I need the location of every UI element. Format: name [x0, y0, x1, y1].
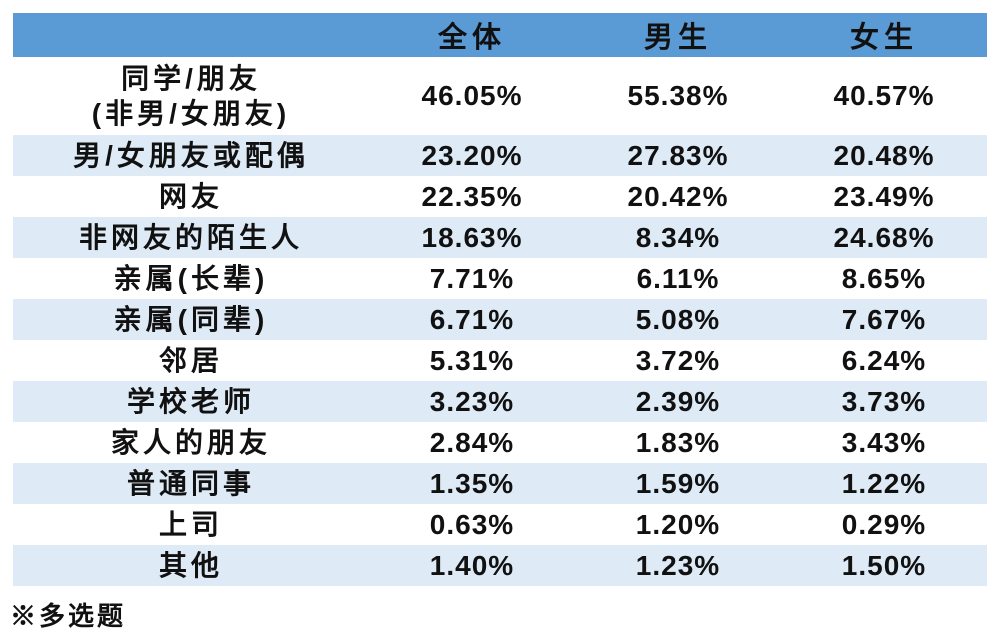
table-row: 家人的朋友 2.84% 1.83% 3.43%	[13, 422, 987, 463]
header-cell-male: 男生	[643, 22, 712, 54]
value-cell: 7.67%	[841, 303, 927, 335]
value-cell: 55.38%	[627, 80, 729, 111]
table-row: 其他 1.40% 1.23% 1.50%	[13, 545, 987, 586]
header-cell-total: 全体	[437, 22, 506, 54]
value-cell: 23.49%	[833, 180, 935, 212]
value-cell: 3.72%	[635, 344, 721, 376]
row-label: 男/女朋友或配偶	[73, 140, 309, 171]
value-cell: 18.63%	[421, 221, 523, 253]
value-cell: 27.83%	[627, 139, 729, 171]
value-cell: 2.84%	[429, 426, 515, 458]
row-label: 非网友的陌生人	[78, 222, 303, 253]
value-cell: 20.48%	[833, 139, 935, 171]
value-cell: 24.68%	[833, 221, 935, 253]
header-row: 全体 男生 女生	[13, 13, 987, 57]
value-cell: 20.42%	[627, 180, 729, 212]
value-cell: 1.83%	[635, 426, 721, 458]
row-label: 邻居	[158, 345, 223, 376]
table-row: 学校老师 3.23% 2.39% 3.73%	[13, 381, 987, 422]
table-row: 非网友的陌生人 18.63% 8.34% 24.68%	[13, 217, 987, 258]
value-cell: 1.20%	[635, 508, 721, 540]
value-cell: 8.65%	[841, 262, 927, 294]
value-cell: 6.24%	[841, 344, 927, 376]
value-cell: 1.59%	[635, 467, 721, 499]
value-cell: 23.20%	[421, 139, 523, 171]
row-label: 家人的朋友	[110, 427, 271, 458]
row-label: 上司	[158, 509, 223, 540]
value-cell: 1.23%	[635, 549, 721, 581]
footnote: ※多选题	[10, 601, 127, 631]
row-label: 亲属(长辈)	[113, 263, 269, 294]
value-cell: 7.71%	[429, 262, 515, 294]
row-label: 其他	[158, 550, 223, 581]
value-cell: 1.35%	[429, 467, 515, 499]
value-cell: 5.31%	[429, 344, 515, 376]
table-row: 上司 0.63% 1.20% 0.29%	[13, 504, 987, 545]
row-label: 亲属(同辈)	[113, 304, 269, 335]
table-row: 亲属(长辈) 7.71% 6.11% 8.65%	[13, 258, 987, 299]
row-label: 学校老师	[126, 386, 255, 417]
value-cell: 0.63%	[429, 508, 515, 540]
value-cell: 1.50%	[841, 549, 927, 581]
table-row: 男/女朋友或配偶 23.20% 27.83% 20.48%	[13, 135, 987, 176]
value-cell: 46.05%	[421, 80, 523, 111]
row-label: 同学/朋友 (非男/女朋友)	[91, 63, 291, 129]
table-row: 亲属(同辈) 6.71% 5.08% 7.67%	[13, 299, 987, 340]
header-cell-female: 女生	[849, 22, 918, 54]
value-cell: 6.71%	[429, 303, 515, 335]
value-cell: 1.40%	[429, 549, 515, 581]
row-label: 普通同事	[126, 468, 255, 499]
value-cell: 5.08%	[635, 303, 721, 335]
value-cell: 2.39%	[635, 385, 721, 417]
value-cell: 3.23%	[429, 385, 515, 417]
table-body: 同学/朋友 (非男/女朋友) 46.05% 55.38% 40.57% 男/女朋友或配偶…	[13, 57, 987, 586]
table-row: 网友 22.35% 20.42% 23.49%	[13, 176, 987, 217]
row-label: 网友	[158, 181, 223, 212]
table-row: 普通同事 1.35% 1.59% 1.22%	[13, 463, 987, 504]
value-cell: 6.11%	[636, 262, 720, 294]
relationship-stats-table: 全体 男生 女生 同学/朋友 (非男/女朋友) 46.05% 55.38% 40.57…	[13, 13, 987, 586]
table-row: 同学/朋友 (非男/女朋友) 46.05% 55.38% 40.57%	[13, 57, 987, 135]
value-cell: 40.57%	[833, 80, 935, 111]
value-cell: 8.34%	[635, 221, 721, 253]
value-cell: 3.73%	[841, 385, 927, 417]
value-cell: 22.35%	[421, 180, 523, 212]
value-cell: 1.22%	[841, 467, 927, 499]
value-cell: 0.29%	[841, 508, 927, 540]
value-cell: 3.43%	[841, 426, 927, 458]
table-row: 邻居 5.31% 3.72% 6.24%	[13, 340, 987, 381]
header-cell-empty	[13, 13, 369, 57]
